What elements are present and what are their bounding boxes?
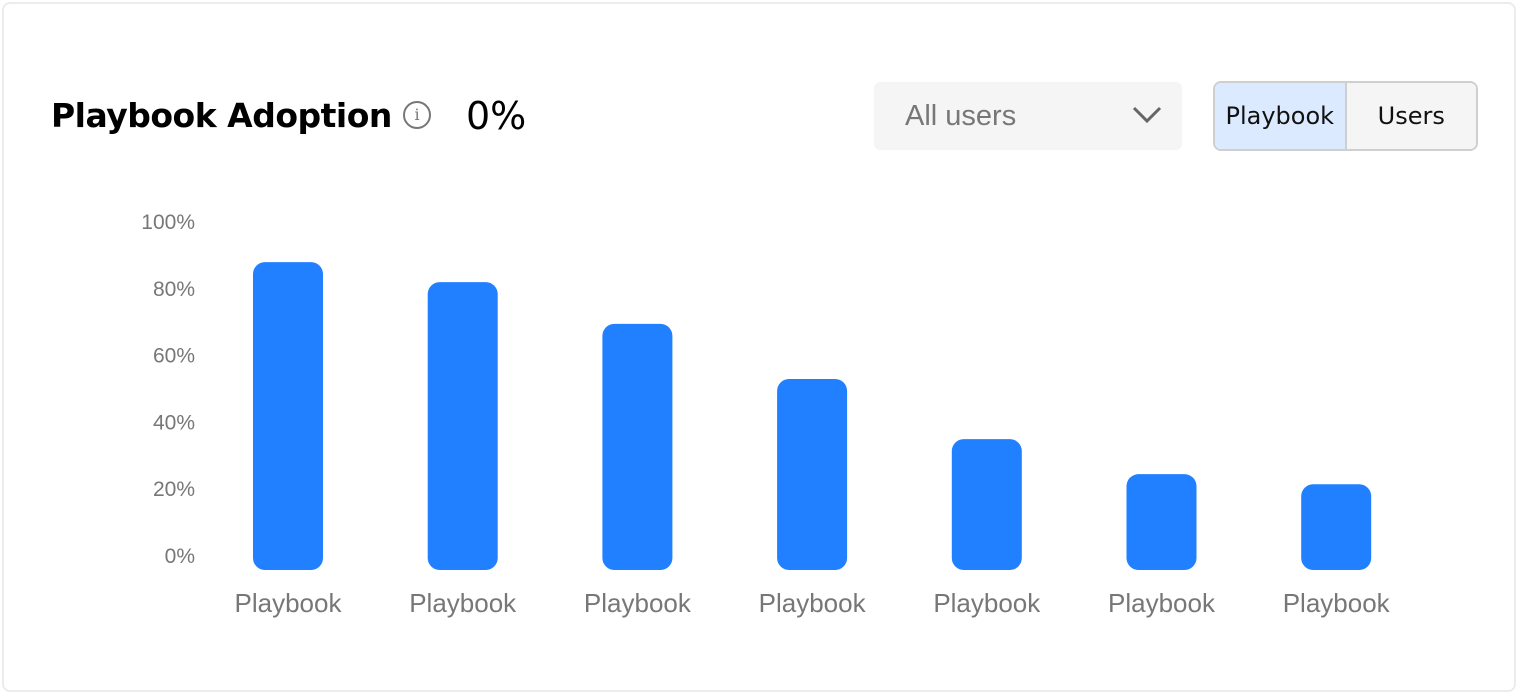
bar[interactable] <box>777 378 848 570</box>
x-tick-label: Playbook <box>235 588 343 618</box>
toggle-users[interactable]: Users <box>1346 83 1476 149</box>
y-tick-label: 20% <box>153 478 195 501</box>
y-tick-label: 40% <box>153 411 195 434</box>
y-tick-label: 60% <box>153 345 195 368</box>
x-tick-label: Playbook <box>584 588 692 618</box>
page-title: Playbook Adoption <box>51 96 392 135</box>
info-icon[interactable]: i <box>403 101 431 129</box>
x-tick-label: Playbook <box>933 588 1041 618</box>
bar[interactable] <box>1301 484 1372 570</box>
bar[interactable] <box>951 439 1022 570</box>
x-tick-label: Playbook <box>1283 588 1391 618</box>
chevron-down-icon <box>1132 106 1162 124</box>
y-tick-label: 100% <box>141 211 195 234</box>
x-tick-label: Playbook <box>759 588 867 618</box>
adoption-value: 0% <box>466 94 527 138</box>
bar[interactable] <box>602 323 673 570</box>
toggle-playbook[interactable]: Playbook <box>1215 83 1347 149</box>
bar[interactable] <box>1126 474 1197 570</box>
dropdown-value: All users <box>905 100 1017 132</box>
user-filter-dropdown[interactable]: All users <box>874 82 1182 150</box>
y-tick-label: 80% <box>153 278 195 301</box>
x-tick-label: Playbook <box>1108 588 1216 618</box>
view-toggle: Playbook Users <box>1213 81 1478 151</box>
x-tick-label: Playbook <box>409 588 517 618</box>
y-tick-label: 0% <box>165 545 195 568</box>
bar[interactable] <box>253 262 323 570</box>
bar[interactable] <box>427 282 498 570</box>
